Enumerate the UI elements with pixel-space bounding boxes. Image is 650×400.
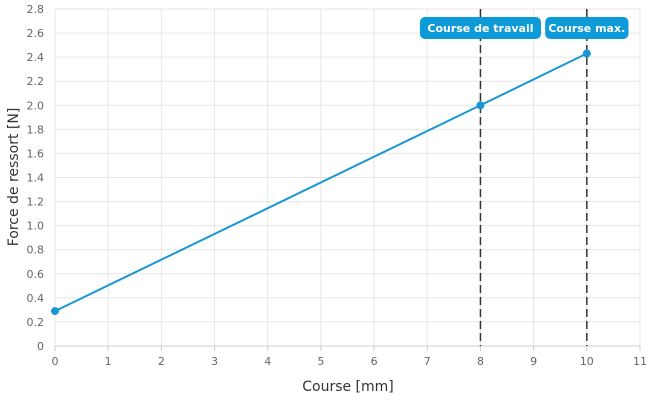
x-tick-label: 11 bbox=[633, 355, 647, 368]
y-tick-label: 2.2 bbox=[27, 75, 45, 88]
y-tick-label: 0.2 bbox=[27, 316, 45, 329]
x-tick-labels: 0 1 2 3 4 5 6 7 8 9 10 11 bbox=[52, 355, 648, 368]
x-axis-title: Course [mm] bbox=[302, 379, 394, 395]
x-tick-label: 7 bbox=[424, 355, 431, 368]
x-tick-label: 6 bbox=[371, 355, 378, 368]
x-tick-label: 8 bbox=[477, 355, 484, 368]
x-tick-label: 1 bbox=[105, 355, 112, 368]
x-tick-label: 0 bbox=[52, 355, 59, 368]
y-axis-title: Force de ressort [N] bbox=[6, 108, 22, 247]
marker-label-box bbox=[545, 17, 629, 39]
x-tick-label: 4 bbox=[264, 355, 271, 368]
data-point bbox=[51, 307, 59, 316]
marker-label-box bbox=[419, 17, 542, 39]
x-tick-label: 5 bbox=[317, 355, 324, 368]
y-tick-label: 1.4 bbox=[27, 172, 45, 185]
data-point bbox=[476, 101, 485, 110]
x-tick-label: 10 bbox=[580, 355, 594, 368]
y-tick-labels: 0 0.2 0.4 0.6 0.8 1.0 1.2 1.4 1.6 1.8 2.0 2.2 2.4 2.6… bbox=[27, 3, 45, 353]
x-tick-label: 3 bbox=[211, 355, 218, 368]
x-tick-label: 9 bbox=[530, 355, 537, 368]
y-tick-label: 2.0 bbox=[27, 99, 45, 112]
grid bbox=[54, 8, 641, 347]
axes bbox=[54, 345, 641, 351]
y-tick-label: 2.8 bbox=[27, 3, 45, 16]
y-tick-label: 1.6 bbox=[27, 147, 45, 160]
series bbox=[51, 49, 591, 316]
y-tick-label: 0.8 bbox=[27, 244, 45, 257]
y-tick-label: 0.6 bbox=[27, 268, 45, 281]
x-tick-label: 2 bbox=[158, 355, 165, 368]
vertical-markers: Course de travail Course max. bbox=[419, 9, 629, 346]
y-tick-label: 1.2 bbox=[27, 196, 45, 209]
y-tick-label: 2.4 bbox=[27, 51, 45, 64]
y-tick-label: 0.4 bbox=[27, 292, 45, 305]
y-tick-label: 0 bbox=[37, 340, 44, 353]
y-tick-label: 1.8 bbox=[27, 123, 45, 136]
data-point bbox=[582, 49, 591, 58]
marker-label: Course de travail bbox=[427, 22, 533, 35]
marker-label: Course max. bbox=[548, 22, 625, 35]
y-tick-label: 2.6 bbox=[27, 27, 45, 40]
y-tick-label: 1.0 bbox=[27, 220, 45, 233]
